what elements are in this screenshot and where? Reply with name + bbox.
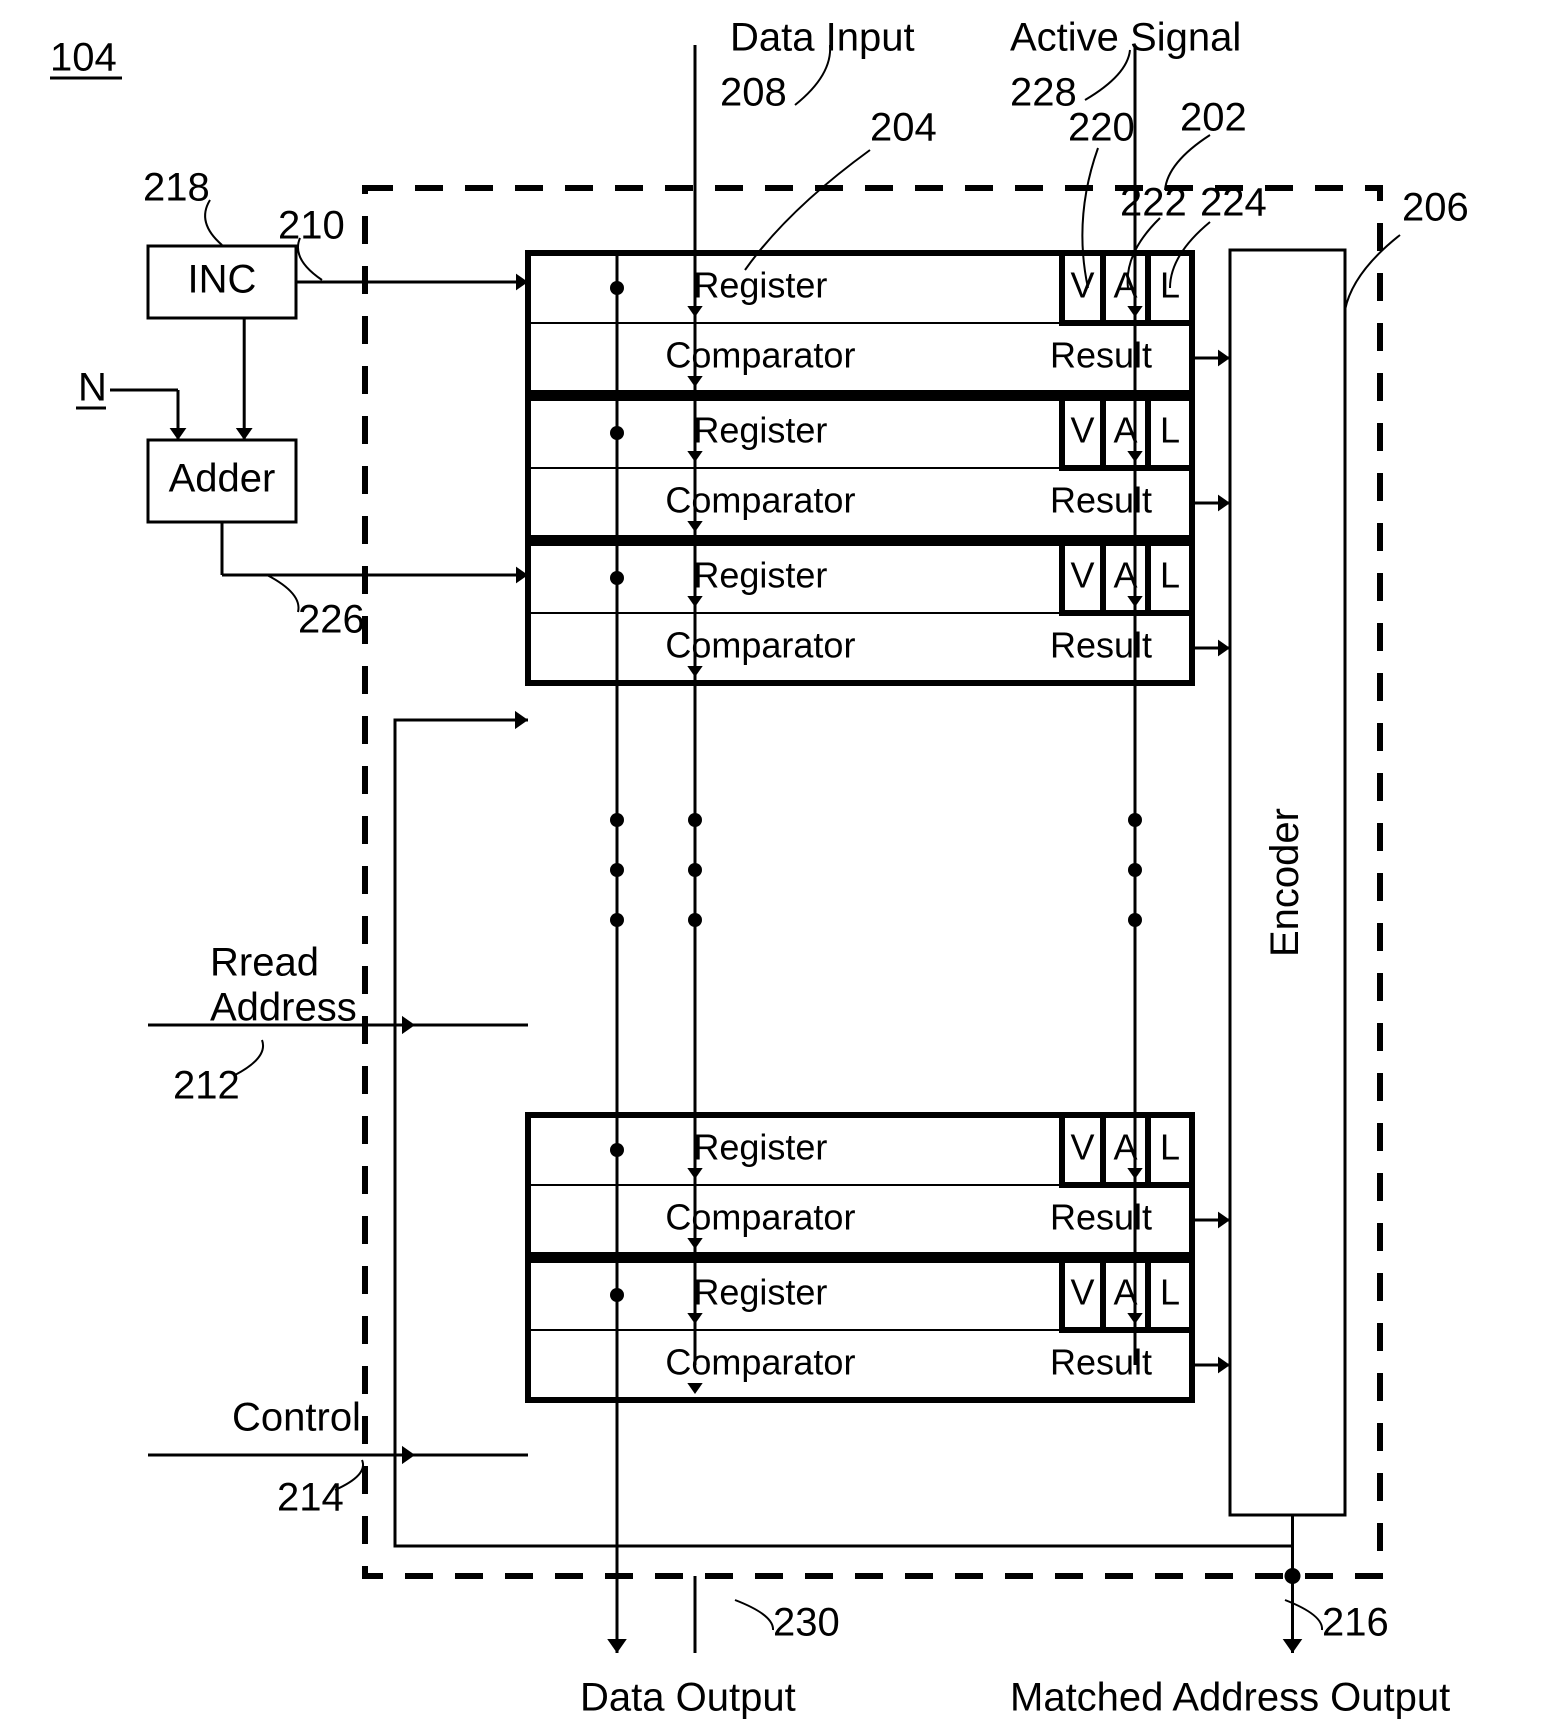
flag-v-cell: V [1070,265,1094,306]
rread-label-1: Rread [210,941,319,985]
register-label: Register [693,410,827,451]
ref-228: 228 [1010,71,1077,115]
n-label: N [78,366,107,410]
control-label: Control [232,1396,361,1440]
register-label: Register [693,555,827,596]
inc-label: INC [188,258,257,302]
adder-label: Adder [169,457,276,501]
ref-220: 220 [1068,106,1135,150]
ref-222: 222 [1120,181,1187,225]
flag-v-cell: V [1070,555,1094,596]
ref-216: 216 [1322,1601,1389,1645]
label-active-signal: Active Signal [1010,16,1241,60]
ref-202: 202 [1180,96,1247,140]
cam-entry-0: RegisterComparatorVALResult [528,253,1230,393]
flag-v-cell: V [1070,410,1094,451]
ref-208: 208 [720,71,787,115]
ref-226: 226 [298,598,365,642]
ref-210: 210 [278,204,345,248]
cam-entry-4: RegisterComparatorVALResult [528,1260,1230,1400]
result-label: Result [1050,480,1152,521]
ref-206: 206 [1402,186,1469,230]
ref-212: 212 [173,1064,240,1108]
ref-224: 224 [1200,181,1267,225]
flag-l-cell: L [1160,1127,1180,1168]
result-label: Result [1050,1197,1152,1238]
ref-204: 204 [870,106,937,150]
cam-entry-3: RegisterComparatorVALResult [528,1115,1230,1255]
register-label: Register [693,1272,827,1313]
flag-l-cell: L [1160,410,1180,451]
result-label: Result [1050,1342,1152,1383]
cam-entry-1: RegisterComparatorVALResult [528,398,1230,538]
flag-v-cell: V [1070,1127,1094,1168]
flag-l-cell: L [1160,1272,1180,1313]
register-label: Register [693,265,827,306]
ref-230: 230 [773,1601,840,1645]
flag-v-cell: V [1070,1272,1094,1313]
label-data-output: Data Output [580,1676,796,1720]
label-matched-output: Matched Address Output [1010,1676,1450,1720]
cam-entry-2: RegisterComparatorVALResult [528,543,1230,683]
ref-214: 214 [277,1476,344,1520]
ref-218: 218 [143,166,210,210]
label-data-input: Data Input [730,16,915,60]
figure-number: 104 [50,36,117,80]
register-label: Register [693,1127,827,1168]
encoder-label: Encoder [1263,808,1307,957]
flag-l-cell: L [1160,555,1180,596]
rread-label-2: Address [210,986,357,1030]
result-label: Result [1050,335,1152,376]
result-label: Result [1050,625,1152,666]
